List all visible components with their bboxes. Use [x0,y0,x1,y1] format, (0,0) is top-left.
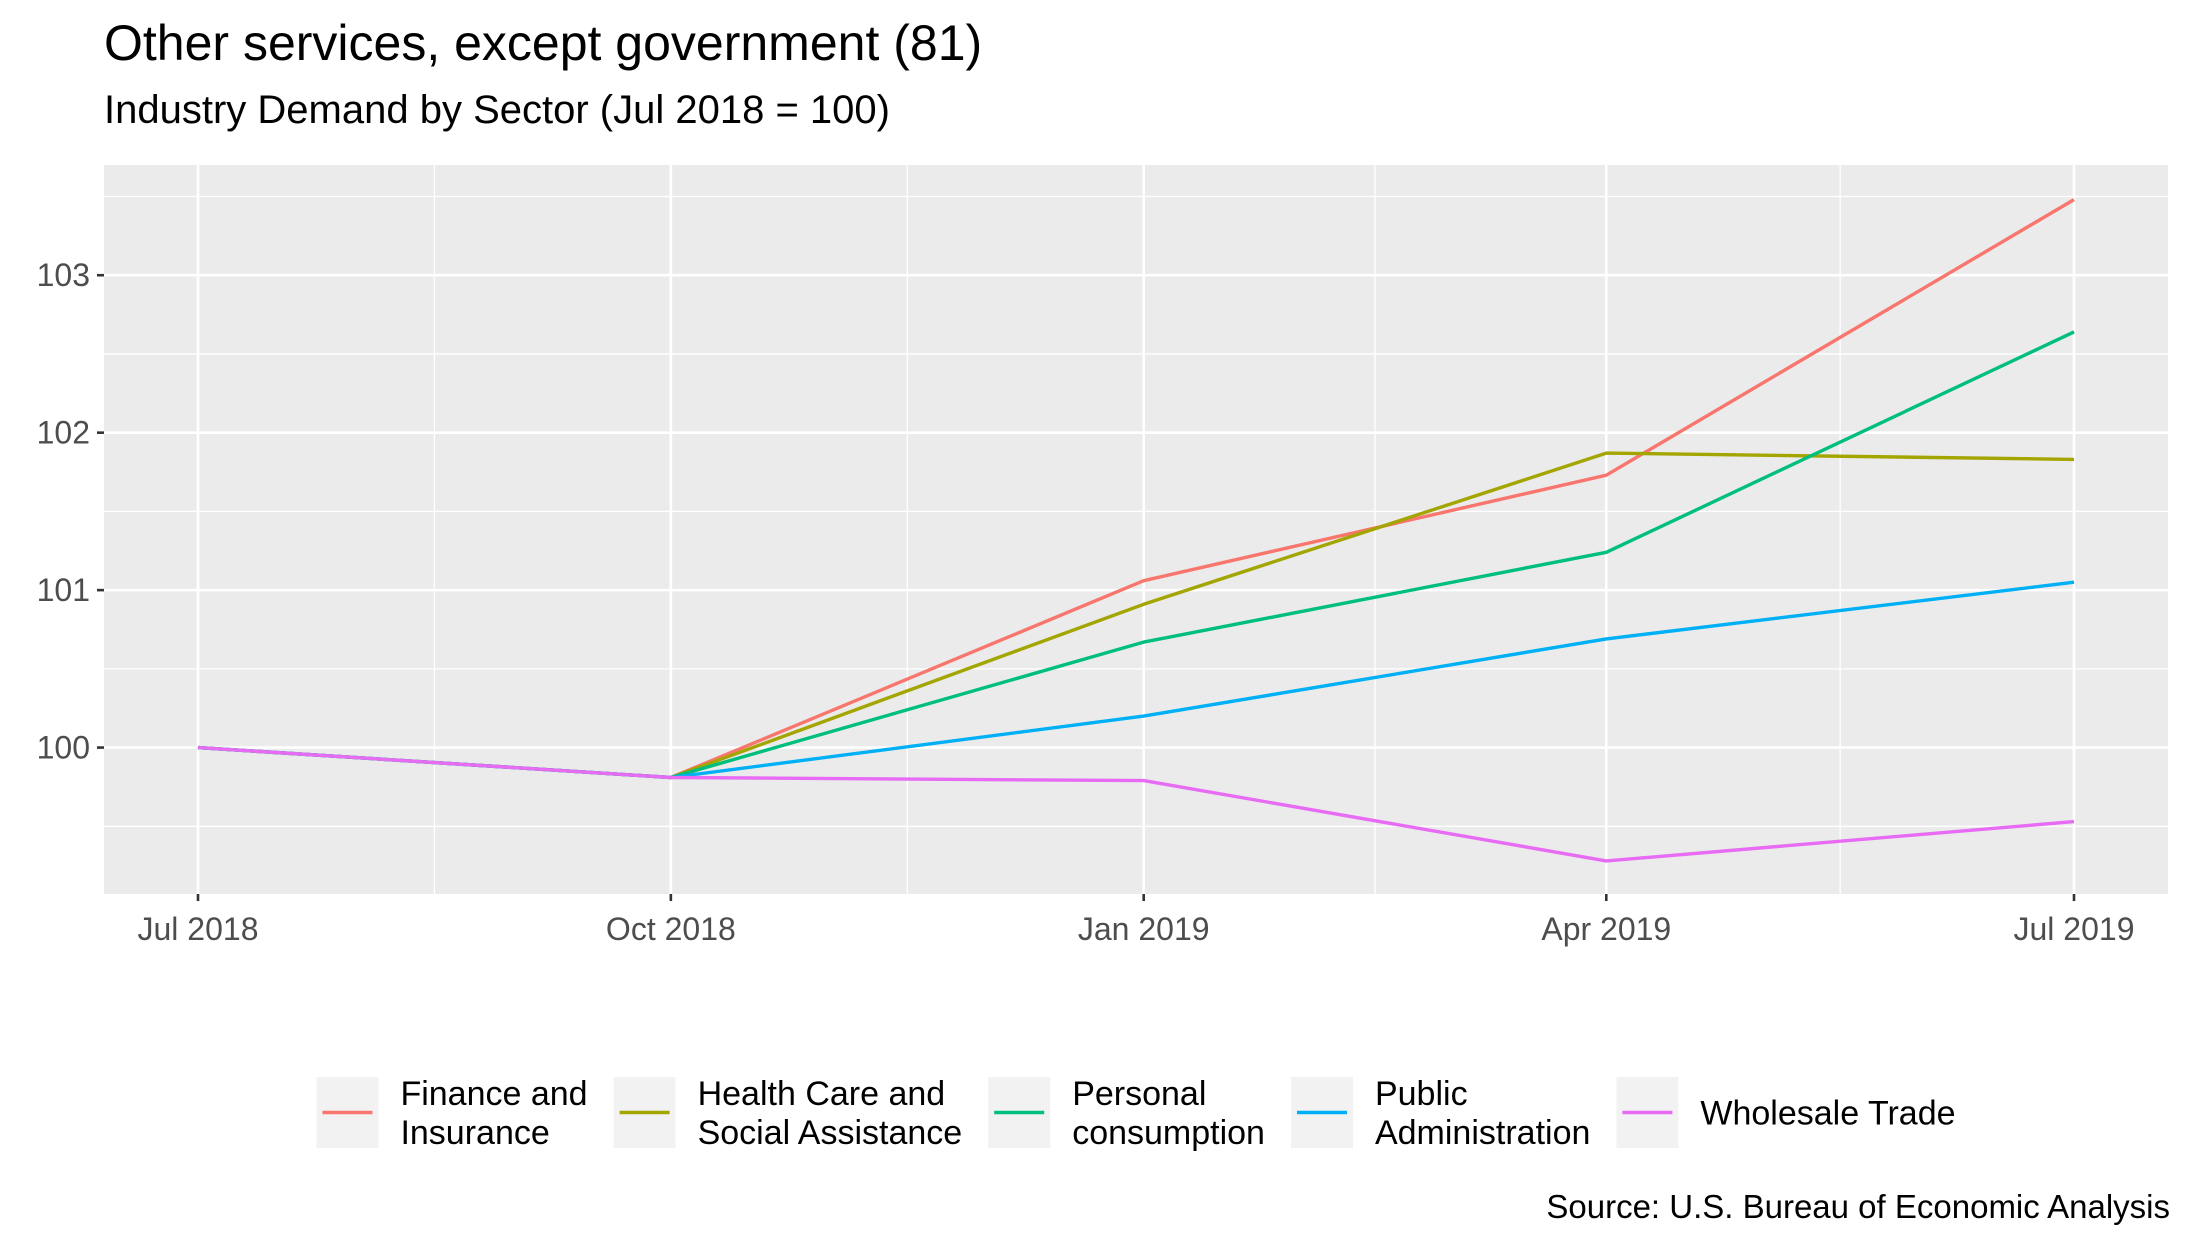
x-tick-label: Jul 2019 [2014,911,2135,947]
legend-label: Health Care and [698,1075,946,1113]
grid-minor [104,165,2168,894]
x-tick-label: Apr 2019 [1541,911,1671,947]
legend-label: Finance and [400,1075,587,1113]
legend-label: consumption [1072,1114,1265,1152]
y-tick-label: 102 [37,415,90,451]
y-tick-label: 103 [37,257,90,293]
series-line [197,745,2075,863]
legend-item: Wholesale Trade [1616,1077,1956,1148]
chart-subtitle: Industry Demand by Sector (Jul 2018 = 10… [104,88,890,132]
legend-label: Public [1375,1075,1468,1113]
legend-label: Administration [1375,1114,1590,1152]
x-axis: Jul 2018 Oct 2018 Jan 2019 Apr 2019 Jul 2019 [138,894,2135,947]
y-tick-label: 100 [37,730,90,766]
chart-title: Other services, except government (81) [104,15,983,71]
legend-label: Wholesale Trade [1700,1095,1955,1133]
series-lines [197,198,2075,863]
chart-caption: Source: U.S. Bureau of Economic Analysis [1546,1188,2170,1225]
plot-panel [104,165,2168,894]
y-tick-label: 101 [37,572,90,608]
legend-label: Insurance [400,1114,549,1152]
y-axis: 100 101 102 103 [37,257,104,766]
x-tick-label: Jan 2019 [1078,911,1210,947]
legend-label: Personal [1072,1075,1206,1113]
legend-label: Social Assistance [698,1114,963,1152]
x-tick-label: Jul 2018 [138,911,259,947]
grid-major [104,165,2168,894]
x-tick-label: Oct 2018 [606,911,736,947]
